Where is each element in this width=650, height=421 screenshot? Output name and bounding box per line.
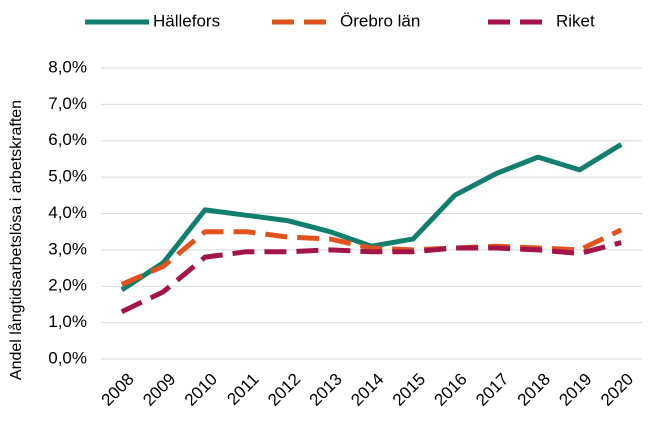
y-tick-label: 4,0% — [48, 203, 87, 222]
x-tick-label: 2016 — [431, 370, 471, 410]
y-tick-label: 5,0% — [48, 167, 87, 186]
y-tick-label: 8,0% — [48, 57, 87, 76]
series-line — [120, 240, 622, 314]
x-tick-label: 2017 — [472, 370, 512, 410]
y-tick-label: 6,0% — [48, 130, 87, 149]
x-tick-label: 2009 — [139, 370, 179, 410]
x-tick-label: 2011 — [223, 370, 262, 409]
x-tick-label: 2013 — [306, 370, 346, 410]
legend-label: Örebro län — [340, 11, 420, 30]
legend-label: Riket — [556, 11, 595, 30]
x-tick-label: 2010 — [181, 370, 221, 410]
y-tick-label: 1,0% — [48, 312, 87, 331]
x-tick-label: 2008 — [98, 370, 138, 410]
x-tick-label: 2012 — [264, 370, 304, 410]
x-tick-label: 2020 — [597, 370, 637, 410]
y-tick-label: 7,0% — [48, 94, 87, 113]
x-tick-label: 2019 — [555, 370, 595, 410]
y-tick-label: 3,0% — [48, 239, 87, 258]
y-tick-label: 0,0% — [48, 348, 87, 367]
y-tick-label: 2,0% — [48, 276, 87, 295]
legend-label: Hällefors — [153, 11, 220, 30]
x-tick-label: 2015 — [389, 370, 429, 410]
series-line — [120, 227, 623, 287]
series-line — [120, 142, 623, 292]
x-tick-label: 2014 — [347, 370, 387, 410]
x-tick-label: 2018 — [514, 370, 554, 410]
y-axis-label: Andel långtidsarbetslösa i arbetskraften — [7, 100, 25, 380]
